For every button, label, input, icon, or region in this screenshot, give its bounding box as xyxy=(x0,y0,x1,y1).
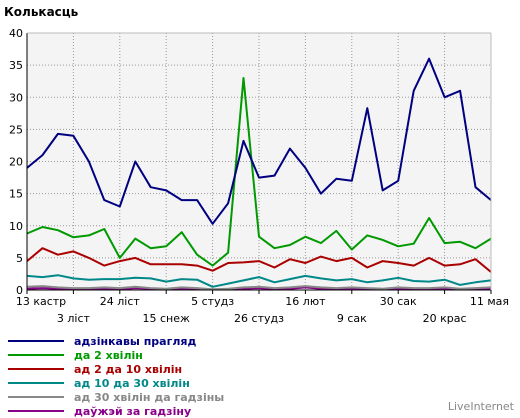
series-line xyxy=(26,286,492,291)
x-tick-label: 30 сак xyxy=(380,295,417,308)
y-tick-label: 15 xyxy=(9,188,23,201)
series-line xyxy=(26,77,492,267)
y-tick-label: 10 xyxy=(9,220,23,233)
legend-label: ад 10 да 30 хвілін xyxy=(74,377,190,390)
x-tick-label: 26 студз xyxy=(234,312,284,325)
legend-label: адзінкавы прагляд xyxy=(74,335,196,348)
x-tick-label: 5 студз xyxy=(191,295,234,308)
y-tick-label: 25 xyxy=(9,123,23,136)
y-tick-label: 20 xyxy=(9,156,23,169)
series-lines xyxy=(26,57,492,291)
series-line xyxy=(26,57,492,225)
x-tick-label: 16 лют xyxy=(285,295,326,308)
y-tick-label: 35 xyxy=(9,59,23,72)
series-line xyxy=(26,285,492,291)
x-tick-label: 13 кастр xyxy=(16,295,66,308)
series-line xyxy=(26,274,492,288)
y-tick-label: 40 xyxy=(9,27,23,40)
y-tick-label: 30 xyxy=(9,91,23,104)
x-tick-label: 11 мая xyxy=(470,295,509,308)
x-tick-label: 15 снеж xyxy=(142,312,190,325)
x-tick-label: 3 ліст xyxy=(57,312,91,325)
legend-label: да 2 хвілін xyxy=(74,349,143,362)
x-tick-label: 20 крас xyxy=(423,312,467,325)
legend-label: ад 30 хвілін да гадзіны xyxy=(74,391,224,404)
x-tick-label: 24 ліст xyxy=(100,295,141,308)
legend-label: ад 2 да 10 хвілін xyxy=(74,363,182,376)
y-tick-label: 0 xyxy=(16,284,23,297)
axes xyxy=(26,32,492,291)
y-axis-ticks: 0 5 10 15 20 25 30 35 40 xyxy=(9,27,23,297)
y-tick-label: 5 xyxy=(16,252,23,265)
x-tick-label: 9 сак xyxy=(337,312,367,325)
legend-label: даўжэй за гадзіну xyxy=(74,405,191,418)
chart-title: Колькасць xyxy=(4,5,79,19)
branding-text: LiveInternet xyxy=(448,400,515,413)
series-line xyxy=(26,247,492,273)
x-axis-ticks: 13 кастр 24 ліст 5 студз 16 лют 30 сак 11 мая… xyxy=(16,290,509,325)
